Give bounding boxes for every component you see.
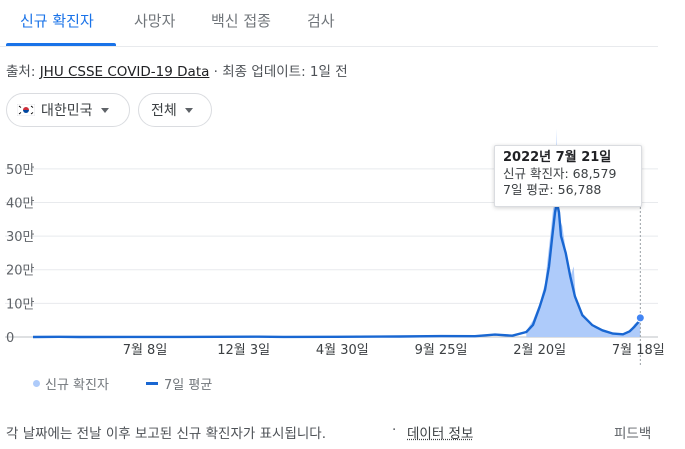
x-axis-labels: 7월 8일 12월 3일 4월 30일 9월 25일 2월 20일 7월 18일 <box>123 343 665 358</box>
country-label: 대한민국 <box>41 103 93 119</box>
y-tick-label: 10만 <box>6 297 35 312</box>
legend-daily-cases: 신규 확진자 <box>33 374 109 393</box>
y-axis-labels: 0 10만 20만 30만 40만 50만 <box>6 163 35 346</box>
footer-note: 각 날짜에는 전날 이후 보고된 신규 확진자가 표시됩니다. <box>6 426 326 442</box>
footer-separator: · <box>392 422 397 438</box>
tab-deaths[interactable]: 사망자 <box>134 12 176 30</box>
tab-new-cases[interactable]: 신규 확진자 <box>20 12 94 30</box>
tab-tests[interactable]: 검사 <box>307 12 335 30</box>
chevron-down-icon <box>184 107 193 113</box>
x-tick-label: 12월 3일 <box>217 343 270 358</box>
x-tick-label: 7월 18일 <box>612 343 665 358</box>
x-tick-label: 4월 30일 <box>316 343 369 358</box>
x-tick-label: 9월 25일 <box>415 343 468 358</box>
legend-avg-label: 7일 평균 <box>164 378 213 393</box>
tooltip-average: 7일 평균: 56,788 <box>503 182 602 197</box>
last-updated: · 최종 업데이트: 1일 전 <box>209 64 348 80</box>
chevron-down-icon <box>100 107 109 113</box>
y-tick-label: 20만 <box>6 264 35 279</box>
x-tick-label: 2월 20일 <box>513 343 566 358</box>
seven-day-average-line <box>32 201 642 339</box>
legend-daily-label: 신규 확진자 <box>45 378 109 393</box>
tooltip-date: 2022년 7월 21일 <box>503 150 612 165</box>
x-tick-label: 7월 8일 <box>123 343 168 358</box>
y-tick-label: 40만 <box>6 196 35 211</box>
y-tick-label: 50만 <box>6 163 35 178</box>
range-dropdown[interactable]: 전체 <box>138 93 212 127</box>
legend-line-icon <box>146 382 158 385</box>
highlight-point <box>635 313 645 323</box>
tab-vaccinations[interactable]: 백신 접종 <box>211 12 271 30</box>
feedback-link[interactable]: 피드백 <box>614 426 652 442</box>
source-link[interactable]: JHU CSSE COVID-19 Data <box>39 64 210 80</box>
country-dropdown[interactable]: 대한민국 <box>6 93 130 127</box>
range-label: 전체 <box>151 103 177 119</box>
daily-cases-area <box>526 128 641 337</box>
y-tick-label: 0 <box>6 331 14 346</box>
metric-tabs: 신규 확진자 사망자 백신 접종 검사 <box>0 0 658 47</box>
data-info-link[interactable]: 데이터 정보 <box>407 426 474 442</box>
tooltip-daily: 신규 확진자: 68,579 <box>503 166 617 181</box>
source-prefix: 출처: <box>6 64 40 80</box>
data-source-line: 출처: JHU CSSE COVID-19 Data · 최종 업데이트: 1일… <box>6 60 348 80</box>
y-tick-label: 30만 <box>6 230 35 245</box>
chart-tooltip: 2022년 7월 21일 신규 확진자: 68,579 7일 평균: 56,78… <box>494 145 642 207</box>
legend-dot-icon <box>33 380 40 387</box>
active-tab-indicator <box>6 43 116 46</box>
legend-seven-day-average: 7일 평균 <box>146 374 212 393</box>
